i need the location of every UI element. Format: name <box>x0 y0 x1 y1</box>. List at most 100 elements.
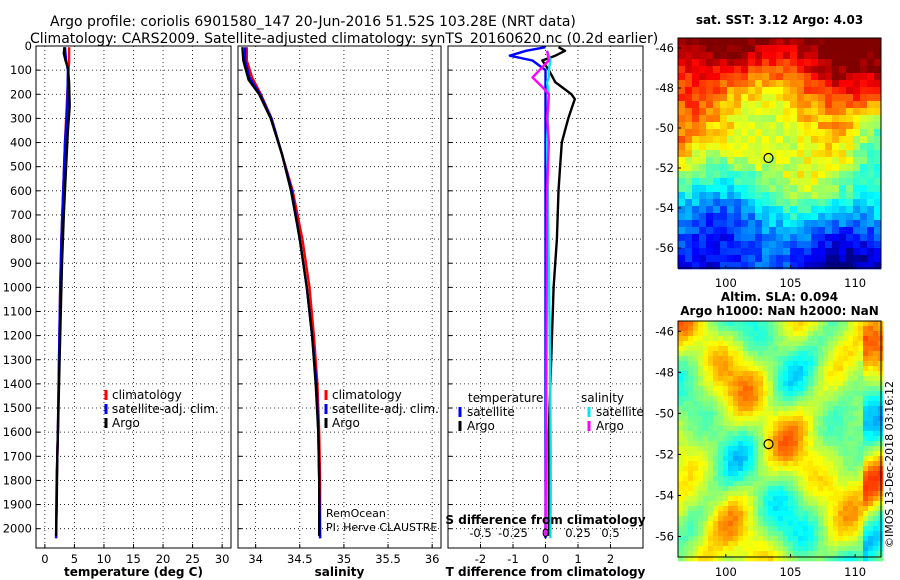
map-cell <box>846 38 854 46</box>
map-cell <box>798 501 804 507</box>
map-cell <box>818 220 826 228</box>
map-cell <box>778 456 784 462</box>
map-cell <box>825 192 833 200</box>
map-cell <box>848 331 854 337</box>
map-cell <box>693 466 699 472</box>
map-cell <box>783 556 789 562</box>
map-cell <box>778 546 784 552</box>
map-cell <box>848 531 854 537</box>
map-cell <box>753 461 759 467</box>
map-cell <box>867 234 875 242</box>
map-cell <box>685 143 693 151</box>
map-cell <box>738 436 744 442</box>
map-cell <box>858 526 864 532</box>
map-cell <box>698 516 704 522</box>
map-cell <box>734 73 742 81</box>
map-cell <box>713 94 721 102</box>
series-line-Argo <box>54 47 71 536</box>
map-cell <box>818 481 824 487</box>
map-cell <box>728 341 734 347</box>
map-cell <box>808 476 814 482</box>
map-cell <box>768 366 774 372</box>
map-cell <box>678 526 684 532</box>
map-cell <box>718 531 724 537</box>
map-cell <box>713 59 721 67</box>
map-cell <box>813 341 819 347</box>
map-cell <box>833 466 839 472</box>
map-cell <box>693 381 699 387</box>
map-cell <box>793 511 799 517</box>
map-cell <box>718 386 724 392</box>
map-cell <box>833 376 839 382</box>
map-cell <box>858 411 864 417</box>
map-cell <box>720 52 728 60</box>
map-cell <box>738 491 744 497</box>
map-cell <box>818 456 824 462</box>
map-cell <box>813 361 819 367</box>
map-cell <box>743 546 749 552</box>
map-cell <box>748 122 756 130</box>
map-cell <box>706 129 714 137</box>
map-cell <box>733 391 739 397</box>
map-cell <box>693 351 699 357</box>
map-cell <box>768 326 774 332</box>
map-cell <box>748 213 756 221</box>
map-cell <box>738 461 744 467</box>
map-cell <box>798 406 804 412</box>
map-cell <box>860 59 868 67</box>
map-cell <box>727 52 735 60</box>
map-cell <box>839 185 847 193</box>
map-cell <box>778 496 784 502</box>
map-cell <box>768 481 774 487</box>
map-cell <box>833 411 839 417</box>
map-cell <box>860 38 868 46</box>
map-cell <box>873 546 879 552</box>
map-cell <box>783 206 791 214</box>
map-cell <box>678 171 686 179</box>
map-cell <box>706 199 714 207</box>
map-cell <box>863 366 869 372</box>
map-cell <box>720 108 728 116</box>
map-cell <box>863 396 869 402</box>
map-cell <box>803 371 809 377</box>
map-cell <box>753 506 759 512</box>
map-cell <box>688 511 694 517</box>
map-cell <box>838 511 844 517</box>
map-cell <box>763 466 769 472</box>
map-cell <box>762 143 770 151</box>
map-cell <box>788 451 794 457</box>
map-cell <box>678 87 686 95</box>
map-cell <box>858 431 864 437</box>
map-cell <box>867 143 875 151</box>
map-cell <box>823 521 829 527</box>
map-cell <box>769 185 777 193</box>
map-cell <box>718 556 724 562</box>
map-cell <box>858 331 864 337</box>
map-cell <box>753 416 759 422</box>
map-cell <box>683 466 689 472</box>
map-cell <box>811 115 819 123</box>
map-cell <box>808 406 814 412</box>
map-cell <box>720 206 728 214</box>
map-cell <box>720 192 728 200</box>
map-cell <box>743 381 749 387</box>
map-cell <box>798 401 804 407</box>
map-cell <box>833 351 839 357</box>
map-cell <box>873 386 879 392</box>
y-tick-label: 800 <box>10 232 32 246</box>
map-cell <box>858 521 864 527</box>
map-cell <box>733 471 739 477</box>
map-cell <box>699 129 707 137</box>
map-cell <box>755 255 763 263</box>
map-cell <box>743 491 749 497</box>
map-cell <box>685 136 693 144</box>
map-cell <box>703 491 709 497</box>
map-cell <box>858 556 864 562</box>
map-cell <box>703 381 709 387</box>
map-cell <box>685 178 693 186</box>
map-cell <box>738 356 744 362</box>
map-cell <box>788 371 794 377</box>
map-cell <box>768 426 774 432</box>
map-cell <box>828 386 834 392</box>
